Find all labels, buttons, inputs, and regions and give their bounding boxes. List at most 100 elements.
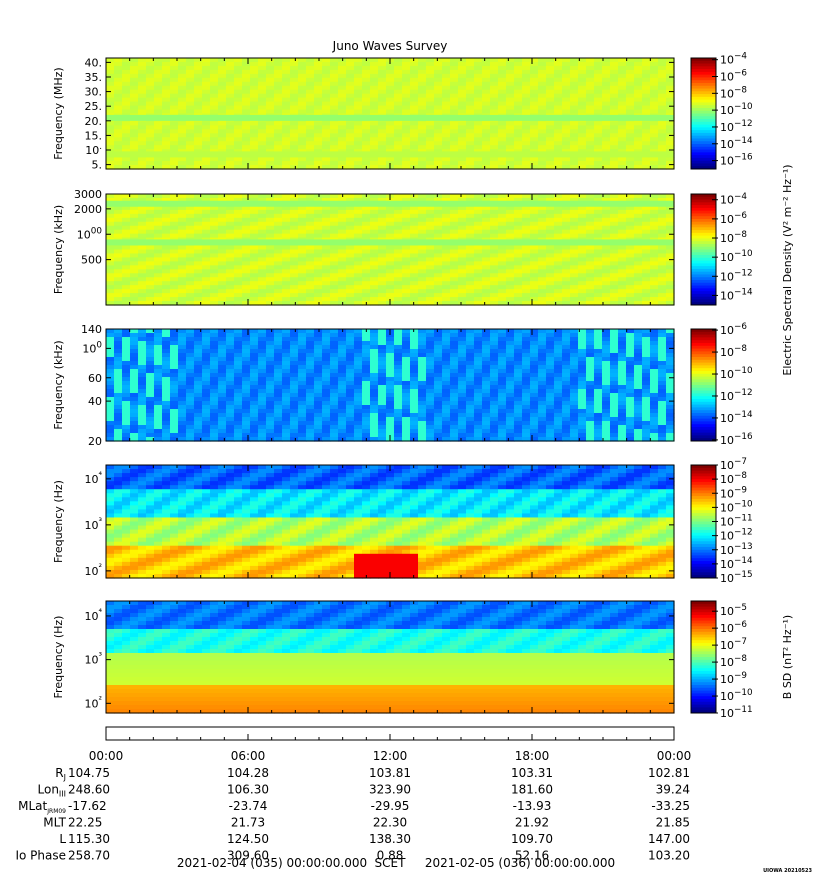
spectrogram-cell [586, 121, 595, 126]
spectrogram-cell [218, 433, 227, 438]
spectrogram-cell [506, 229, 515, 235]
spectrogram-cell [162, 381, 171, 386]
spectrogram-cell [170, 194, 179, 199]
spectrogram-cell [234, 277, 243, 282]
spectrogram-cell [554, 85, 563, 91]
spectrogram-cell [586, 145, 595, 150]
spectrogram-cell [498, 277, 507, 282]
spectrogram-cell [226, 157, 235, 162]
spectrogram-cell [386, 73, 395, 79]
spectrogram-cell [554, 281, 563, 286]
spectrogram-cell [578, 301, 587, 306]
spectrogram-cell [370, 293, 379, 298]
spectrogram-cell [626, 277, 635, 282]
spectrogram-cell [402, 85, 411, 91]
spectrogram-cell [194, 433, 203, 438]
spectrogram-cell [418, 81, 427, 87]
spectrogram-cell [266, 273, 275, 278]
spectrogram-cell [482, 249, 491, 255]
spectrogram-cell [466, 109, 475, 115]
spectrogram-cell [370, 273, 379, 278]
spectrogram-cell [514, 249, 523, 255]
spectrogram-cell [394, 61, 403, 67]
spectrogram-cell [578, 141, 587, 146]
colorbar-segment [691, 268, 716, 273]
spectrogram-cell [386, 217, 395, 223]
spectrogram-cell [210, 205, 219, 211]
spectrogram-cell [234, 165, 243, 170]
spectrogram-cell [410, 61, 419, 67]
spectrogram-cell [202, 289, 211, 294]
spectrogram-cell [322, 281, 331, 286]
spectrogram-cell [634, 85, 643, 91]
spectrogram-cell [170, 257, 179, 262]
spectrogram-cell [194, 221, 203, 227]
spectrogram-cell [474, 161, 483, 166]
spectrogram-cell [378, 221, 387, 227]
spectrogram-cell [658, 58, 667, 63]
spectrogram-cell [522, 165, 531, 170]
spectrogram-cell [146, 197, 155, 203]
spectrogram-cell [130, 373, 139, 378]
spectrogram-cell [402, 265, 411, 270]
spectrogram-cell [530, 133, 539, 138]
spectrogram-cell [554, 65, 563, 71]
spectrogram-cell [106, 437, 115, 442]
spectrogram-cell [394, 77, 403, 83]
spectrogram-cell [114, 197, 123, 203]
spectrogram-cell [242, 349, 251, 354]
colorbar-segment [691, 116, 716, 120]
colorbar-segment [691, 243, 716, 248]
spectrogram-cell [130, 261, 139, 266]
spectrogram-cell [162, 437, 171, 442]
spectrogram-cell [514, 93, 523, 99]
spectrogram-cell [210, 141, 219, 146]
spectrogram-cell [322, 293, 331, 298]
spectrogram-cell [418, 213, 427, 219]
spectrogram-cell [170, 69, 179, 75]
spectrogram-cell [242, 369, 251, 374]
spectrogram-cell [242, 105, 251, 111]
spectrogram-cell [418, 133, 427, 138]
spectrogram-cell [506, 73, 515, 79]
spectrogram-cell [250, 393, 259, 398]
spectrogram-cell [466, 81, 475, 87]
spectrogram-cell [210, 161, 219, 166]
spectrogram-cell [306, 213, 315, 219]
spectrogram-cell [282, 293, 291, 298]
spectrogram-cell [514, 58, 523, 63]
spectrogram-cell [130, 357, 139, 362]
spectrogram-cell [138, 129, 147, 134]
spectrogram-cell [122, 217, 131, 223]
spectrogram-cell [570, 269, 579, 274]
spectrogram-cell [354, 233, 363, 239]
spectrogram-cell [194, 289, 203, 294]
spectrogram-cell [178, 293, 187, 298]
spectrogram-cell [378, 257, 387, 262]
spectrogram-cell [610, 253, 619, 259]
spectrogram-cell [282, 421, 291, 426]
spectrogram-cell [458, 297, 467, 302]
spectrogram-cell [482, 129, 491, 134]
spectrogram-cell [362, 269, 371, 274]
spectrogram-cell [194, 125, 203, 130]
spectrogram-cell [106, 433, 115, 438]
spectrogram-cell [194, 194, 203, 199]
spectrogram-cell [514, 97, 523, 103]
spectrogram-cell [458, 281, 467, 286]
spectrogram-cell [314, 69, 323, 75]
spectrogram-cell [266, 413, 275, 418]
spectrogram-cell [442, 121, 451, 126]
spectrogram-cell [618, 253, 627, 259]
spectrogram-cell [122, 393, 131, 398]
spectrogram-cell [298, 105, 307, 111]
spectrogram-cell [538, 69, 547, 75]
spectrogram-cell [114, 281, 123, 286]
spectrogram-cell [330, 253, 339, 259]
spectrogram-cell [170, 197, 179, 203]
spectrogram-cell [138, 61, 147, 67]
spectrogram-cell [650, 137, 659, 142]
spectrogram-cell [106, 205, 115, 211]
spectrogram-cell [546, 97, 555, 103]
spectrogram-cell [634, 165, 643, 170]
